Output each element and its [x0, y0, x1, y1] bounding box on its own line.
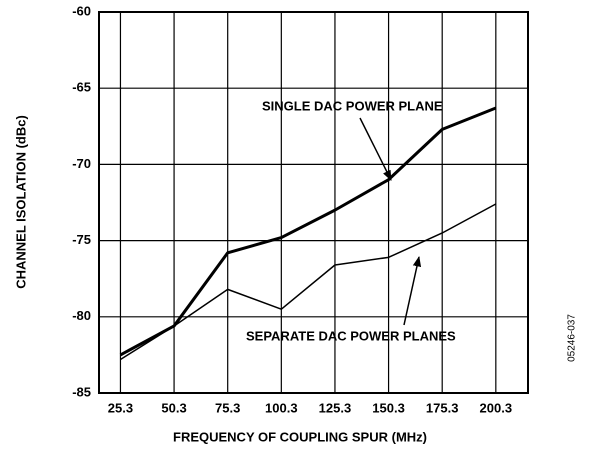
x-axis-label: FREQUENCY OF COUPLING SPUR (MHz) — [173, 429, 427, 444]
y-tick-label: -60 — [72, 3, 91, 18]
annotation: SINGLE DAC POWER PLANE — [262, 98, 443, 113]
annotation: SEPARATE DAC POWER PLANES — [246, 328, 456, 343]
x-tick-label: 175.3 — [426, 400, 459, 415]
y-tick-label: -70 — [72, 156, 91, 171]
x-tick-label: 200.3 — [480, 400, 513, 415]
x-tick-label: 100.3 — [265, 400, 298, 415]
y-tick-label: -65 — [72, 80, 91, 95]
x-tick-label: 25.3 — [108, 400, 133, 415]
y-axis-label: CHANNEL ISOLATION (dBc) — [13, 115, 28, 289]
x-tick-label: 125.3 — [319, 400, 352, 415]
x-tick-label: 75.3 — [215, 400, 240, 415]
series-line — [119, 106, 497, 357]
y-tick-label: -75 — [72, 232, 91, 247]
plot-frame — [98, 11, 529, 394]
y-tick-label: -85 — [72, 384, 91, 399]
figure-id: 05246-037 — [567, 314, 578, 362]
annotation-arrow — [403, 255, 422, 326]
series-line — [120, 203, 497, 361]
y-tick-label: -80 — [72, 308, 91, 323]
annotation-arrow — [359, 117, 392, 181]
x-tick-label: 50.3 — [161, 400, 186, 415]
x-tick-label: 150.3 — [372, 400, 405, 415]
